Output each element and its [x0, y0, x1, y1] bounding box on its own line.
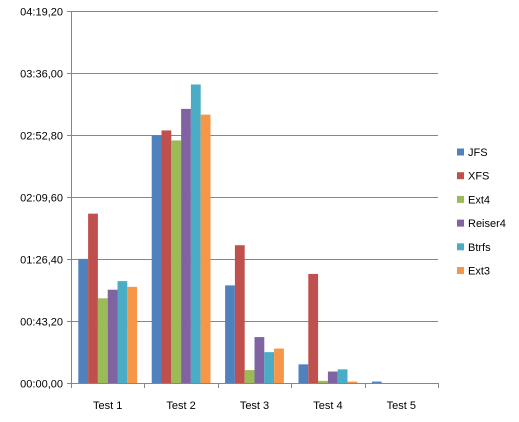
bar-btrfs-test-3 — [264, 352, 275, 383]
legend-label-jfs: JFS — [468, 147, 488, 159]
x-tick-label: Test 4 — [313, 400, 342, 412]
bar-xfs-test-3 — [234, 245, 245, 383]
bar-xfs-test-2 — [161, 130, 172, 383]
x-tick-label: Test 2 — [166, 400, 195, 412]
y-tick-label: 04:19,20 — [20, 7, 63, 19]
y-tick-label: 02:52,80 — [20, 131, 63, 143]
legend-swatch-ext4 — [457, 195, 464, 203]
legend-label-btrfs: Btrfs — [468, 242, 491, 254]
bar-jfs-test-1 — [78, 258, 89, 383]
y-tick-label: 03:36,00 — [20, 69, 63, 81]
bar-btrfs-test-1 — [117, 281, 128, 383]
legend-swatch-ext3 — [457, 267, 464, 274]
gridlines — [71, 11, 438, 322]
bar-btrfs-test-4 — [337, 369, 348, 383]
legend-swatch-reiser4 — [457, 219, 464, 227]
bar-xfs-test-4 — [308, 273, 319, 383]
bar-jfs-test-5 — [371, 381, 382, 383]
bar-ext3-test-3 — [274, 348, 284, 383]
x-tick-label: Test 1 — [93, 400, 122, 412]
legend-swatch-jfs — [457, 148, 464, 156]
bar-ext3-test-1 — [127, 286, 138, 383]
legend-swatch-btrfs — [457, 243, 464, 251]
bar-ext4-test-3 — [244, 370, 255, 383]
bar-reiser4-test-2 — [181, 108, 191, 383]
bar-jfs-test-4 — [298, 364, 309, 383]
legend-label-ext4: Ext4 — [468, 194, 490, 206]
bar-xfs-test-1 — [88, 213, 98, 383]
bar-ext4-test-2 — [171, 140, 182, 383]
y-tick-label: 00:43,20 — [20, 317, 63, 329]
axes: 00:00,00 00:43,20 01:26,40 02:09,60 02:52,80… — [20, 7, 439, 412]
legend-label-xfs: XFS — [468, 171, 489, 183]
bar-ext3-test-2 — [200, 114, 211, 384]
bar-jfs-test-2 — [151, 135, 162, 383]
x-tick-label: Test 3 — [240, 400, 269, 412]
legend-swatch-xfs — [457, 172, 464, 180]
bar-ext4-test-1 — [97, 298, 108, 383]
y-tick-label: 02:09,60 — [20, 193, 63, 205]
x-tick-label: Test 5 — [387, 400, 416, 412]
bar-jfs-test-3 — [225, 285, 235, 383]
y-tick-label: 00:00,00 — [20, 379, 63, 391]
bar-reiser4-test-3 — [254, 337, 265, 383]
bar-ext4-test-4 — [318, 380, 328, 383]
bar-reiser4-test-4 — [327, 371, 338, 383]
bar-btrfs-test-2 — [190, 84, 201, 384]
y-tick-label: 01:26,40 — [20, 255, 63, 267]
legend-label-reiser4: Reiser4 — [468, 218, 506, 230]
bar-reiser4-test-1 — [107, 289, 118, 383]
legend: JFS XFS Ext4 Reiser4 Btrfs Ext3 — [457, 147, 506, 278]
bars — [78, 84, 382, 384]
legend-label-ext3: Ext3 — [468, 266, 490, 278]
bar-ext3-test-4 — [347, 381, 358, 383]
